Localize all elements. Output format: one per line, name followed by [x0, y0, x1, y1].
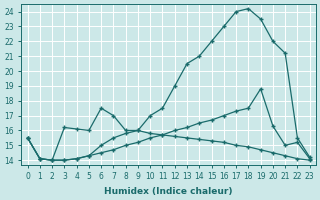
- X-axis label: Humidex (Indice chaleur): Humidex (Indice chaleur): [104, 187, 233, 196]
